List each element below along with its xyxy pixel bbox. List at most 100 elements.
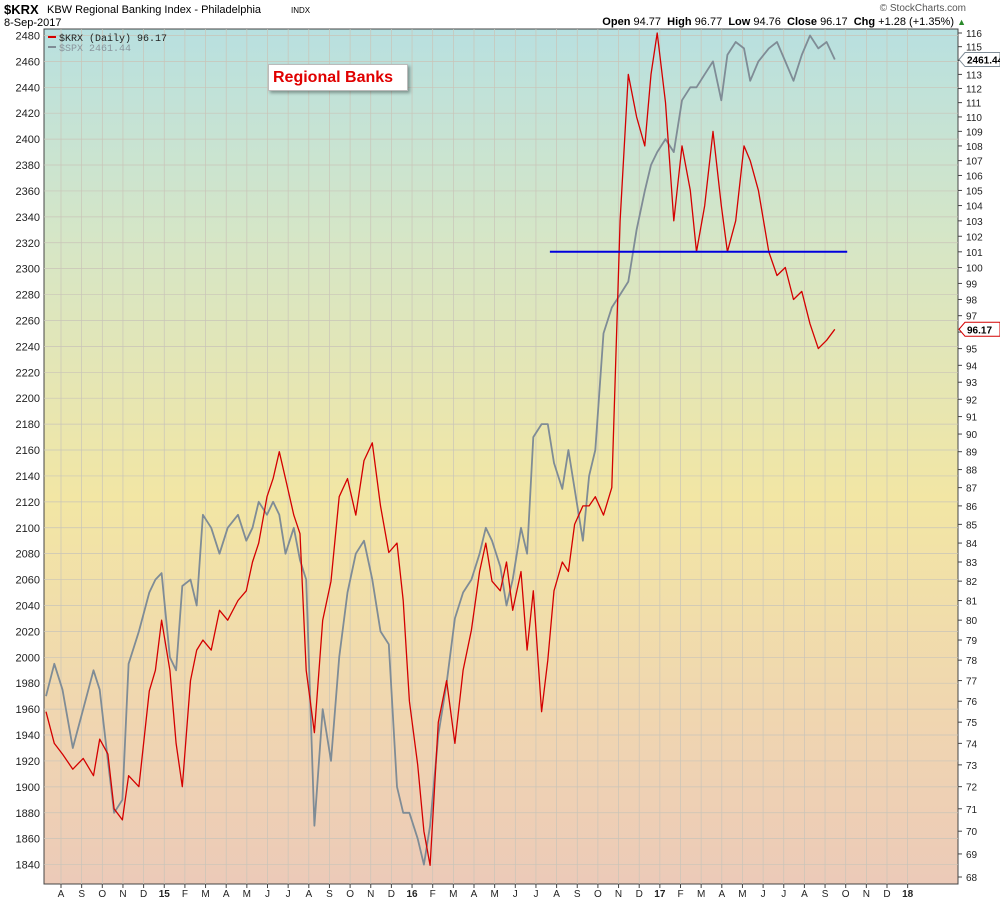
x-tick-label: J bbox=[533, 889, 538, 900]
right-tick-label: 95 bbox=[966, 345, 978, 356]
right-axis: 68 69 70 71 72 73 74 75 76 77 78 79 80 81 82 83 84 85 86 87… bbox=[958, 29, 983, 884]
x-axis: A S O N D 15 F M A M J J A S O N D 16 F M A M J J A S O N D 17 F M A M J J A… bbox=[58, 884, 914, 900]
x-tick-label: J bbox=[286, 889, 291, 900]
krx-series-line bbox=[45, 32, 836, 867]
right-tick-label: 91 bbox=[966, 413, 978, 424]
x-tick-label: M bbox=[449, 889, 457, 900]
x-tick-label: A bbox=[471, 889, 478, 900]
x-tick-label: A bbox=[553, 889, 560, 900]
left-axis: 1840 1860 1880 1900 1920 1940 1960 1980 2000 2020… bbox=[16, 30, 40, 871]
right-tick-label: 101 bbox=[966, 248, 983, 259]
last-value-tags: 2461.44 96.17 bbox=[958, 52, 1000, 337]
date-label: 8-Sep-2017 bbox=[4, 17, 62, 29]
high-label: High bbox=[667, 16, 692, 28]
x-tick-label: A bbox=[58, 889, 65, 900]
right-tick-label: 99 bbox=[966, 279, 978, 290]
right-tick-label: 68 bbox=[966, 873, 978, 884]
legend-label: $SPX 2461.44 bbox=[59, 43, 131, 55]
right-tick-label: 109 bbox=[966, 127, 983, 138]
x-tick-label: 15 bbox=[159, 889, 171, 900]
right-tick-label: 116 bbox=[966, 29, 982, 40]
x-tick-label: O bbox=[346, 889, 354, 900]
x-tick-label: 17 bbox=[654, 889, 666, 900]
open-label: Open bbox=[602, 16, 631, 28]
x-tick-label: S bbox=[78, 889, 85, 900]
x-tick-label: F bbox=[182, 889, 188, 900]
right-tick-label: 90 bbox=[966, 430, 978, 441]
right-tick-label: 79 bbox=[966, 636, 978, 647]
left-tick-label: 1920 bbox=[16, 756, 40, 768]
left-tick-label: 2220 bbox=[16, 367, 40, 379]
left-tick-label: 2160 bbox=[16, 445, 40, 457]
open-value: 94.77 bbox=[633, 16, 662, 28]
left-tick-label: 2020 bbox=[16, 626, 40, 638]
right-tick-label: 84 bbox=[966, 539, 978, 550]
x-tick-label: F bbox=[430, 889, 436, 900]
right-tick-label: 111 bbox=[966, 99, 982, 110]
x-tick-label: O bbox=[98, 889, 106, 900]
left-tick-label: 2060 bbox=[16, 575, 40, 587]
right-tick-label: 76 bbox=[966, 697, 978, 708]
left-tick-label: 2080 bbox=[16, 549, 40, 561]
chart-title: KBW Regional Banking Index - Philadelphi… bbox=[47, 4, 262, 16]
close-label: Close bbox=[787, 16, 817, 28]
spx-last-tag-box bbox=[958, 52, 1000, 68]
left-tick-label: 2400 bbox=[16, 134, 40, 146]
spx-last-tag-text: 2461.44 bbox=[967, 56, 1000, 67]
right-tick-label: 69 bbox=[966, 850, 978, 861]
right-tick-label: 83 bbox=[966, 558, 978, 569]
left-tick-label: 2300 bbox=[16, 264, 40, 276]
legend-label: $KRX (Daily) 96.17 bbox=[59, 33, 167, 45]
right-tick-label: 85 bbox=[966, 520, 978, 531]
right-tick-label: 81 bbox=[966, 597, 978, 608]
x-tick-label: J bbox=[513, 889, 518, 900]
right-tick-label: 78 bbox=[966, 656, 978, 667]
x-tick-label: J bbox=[761, 889, 766, 900]
krx-last-tag-box bbox=[958, 321, 1000, 337]
right-tick-label: 98 bbox=[966, 295, 978, 306]
right-tick-label: 100 bbox=[966, 264, 983, 275]
symbol-label: $KRX bbox=[4, 2, 39, 17]
right-tick-label: 75 bbox=[966, 718, 978, 729]
right-tick-label: 89 bbox=[966, 448, 978, 459]
x-tick-label: A bbox=[718, 889, 725, 900]
x-tick-label: J bbox=[781, 889, 786, 900]
x-tick-label: M bbox=[243, 889, 251, 900]
plot-background bbox=[43, 28, 959, 885]
left-tick-label: 2120 bbox=[16, 497, 40, 509]
x-tick-label: M bbox=[738, 889, 746, 900]
left-tick-label: 2320 bbox=[16, 238, 40, 250]
left-tick-label: 2140 bbox=[16, 471, 40, 483]
right-tick-label: 70 bbox=[966, 827, 978, 838]
legend: $KRX (Daily) 96.17$SPX 2461.44 bbox=[48, 33, 167, 55]
left-tick-label: 2460 bbox=[16, 56, 40, 68]
left-tick-label: 2000 bbox=[16, 652, 40, 664]
low-value: 94.76 bbox=[753, 16, 781, 28]
left-tick-label: 1860 bbox=[16, 834, 40, 846]
right-tick-label: 71 bbox=[966, 805, 978, 816]
right-tick-label: 94 bbox=[966, 361, 978, 372]
x-tick-label: O bbox=[842, 889, 850, 900]
right-tick-label: 82 bbox=[966, 577, 978, 588]
right-tick-label: 86 bbox=[966, 502, 978, 513]
chg-value: +1.28 (+1.35%) bbox=[878, 16, 955, 28]
right-tick-label: 77 bbox=[966, 677, 978, 688]
x-tick-label: A bbox=[801, 889, 808, 900]
right-tick-label: 106 bbox=[966, 171, 983, 182]
right-tick-label: 105 bbox=[966, 186, 983, 197]
left-tick-label: 2100 bbox=[16, 523, 40, 535]
x-tick-label: N bbox=[367, 889, 374, 900]
series-layer bbox=[45, 32, 848, 867]
x-tick-label: 18 bbox=[902, 889, 914, 900]
right-tick-label: 103 bbox=[966, 217, 983, 228]
x-tick-label: 16 bbox=[406, 889, 418, 900]
right-tick-label: 115 bbox=[966, 43, 982, 54]
exchange-label: INDX bbox=[291, 6, 311, 15]
right-tick-label: 97 bbox=[966, 312, 978, 323]
x-tick-label: O bbox=[594, 889, 602, 900]
high-value: 96.77 bbox=[694, 16, 723, 28]
right-tick-label: 104 bbox=[966, 202, 983, 213]
left-tick-label: 2200 bbox=[16, 393, 40, 405]
right-tick-label: 74 bbox=[966, 739, 978, 750]
annotation-box: Regional Banks bbox=[268, 64, 408, 91]
